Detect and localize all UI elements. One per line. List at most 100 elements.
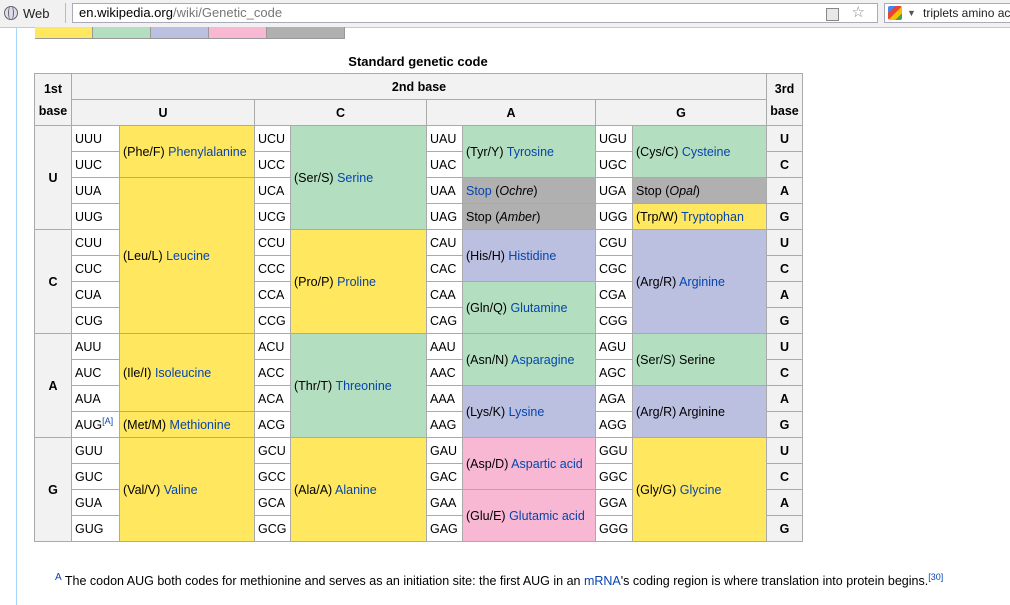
amino-link[interactable]: Leucine <box>166 248 210 263</box>
url-path: /wiki/Genetic_code <box>172 5 283 20</box>
amino-link[interactable]: Arginine <box>679 274 725 289</box>
search-query[interactable]: triplets amino ac <box>923 6 1010 20</box>
codon: UGC <box>595 151 633 178</box>
third-base: A <box>766 385 803 412</box>
codon: CUU <box>71 229 120 256</box>
codon: UCC <box>254 151 291 178</box>
codon: AAG <box>426 411 463 438</box>
amino-link[interactable]: Aspartic acid <box>511 456 583 471</box>
stop-link[interactable]: Stop <box>466 183 492 198</box>
second-base-c: C <box>254 99 427 126</box>
amino-link[interactable]: Tyrosine <box>506 144 554 159</box>
codon: AGG <box>595 411 633 438</box>
stop-ochre: Stop (Ochre) <box>462 177 596 204</box>
codon: CAC <box>426 255 463 282</box>
third-base: C <box>766 255 803 282</box>
codon: UUA <box>71 177 120 204</box>
codon: UCU <box>254 125 291 152</box>
amino-link[interactable]: Cysteine <box>681 144 731 159</box>
amino-link[interactable]: Valine <box>163 482 198 497</box>
amino-link[interactable]: Alanine <box>335 482 377 497</box>
codon: UAA <box>426 177 463 204</box>
url-host: en.wikipedia.org <box>79 5 173 20</box>
amino-acid-lys: (Lys/K) Lysine <box>462 385 596 438</box>
codon: UUC <box>71 151 120 178</box>
amino-acid-val: (Val/V) Valine <box>119 437 255 542</box>
footnote-marker[interactable]: A <box>55 572 62 583</box>
third-base: A <box>766 281 803 308</box>
codon: GAU <box>426 437 463 464</box>
amino-link[interactable]: Methionine <box>169 417 231 432</box>
first-base-a: A <box>34 333 72 438</box>
codon: AAU <box>426 333 463 360</box>
codon: UUG <box>71 203 120 230</box>
bookmark-star-icon[interactable]: ☆ <box>851 4 865 21</box>
first-base-header: 1st base <box>34 73 72 126</box>
amino-acid-tyr: (Tyr/Y) Tyrosine <box>462 125 596 178</box>
amino-acid-pro: (Pro/P) Proline <box>290 229 427 334</box>
codon: GUU <box>71 437 120 464</box>
codon: CGU <box>595 229 633 256</box>
codon: UGA <box>595 177 633 204</box>
stop-opal: Stop (Opal) <box>632 177 767 204</box>
third-base: G <box>766 411 803 438</box>
codon: CUG <box>71 307 120 334</box>
codon: CCU <box>254 229 291 256</box>
amino-acid-cys: (Cys/C) Cysteine <box>632 125 767 178</box>
codon: UGG <box>595 203 633 230</box>
codon: AAA <box>426 385 463 412</box>
amino-link[interactable]: Histidine <box>508 248 557 263</box>
codon: CCA <box>254 281 291 308</box>
third-base: U <box>766 437 803 464</box>
google-icon[interactable] <box>888 6 902 20</box>
third-base: G <box>766 203 803 230</box>
search-box[interactable]: ▼ triplets amino ac <box>884 3 1010 23</box>
codon: GGC <box>595 463 633 490</box>
amino-link[interactable]: Asparagine <box>511 352 575 367</box>
third-base: A <box>766 177 803 204</box>
amino-link[interactable]: Threonine <box>335 378 392 393</box>
codon: ACA <box>254 385 291 412</box>
amino-acid-ser-2: (Ser/S) Serine <box>632 333 767 386</box>
codon: GGG <box>595 515 633 542</box>
amino-link[interactable]: Phenylalanine <box>168 144 247 159</box>
codon: CCC <box>254 255 291 282</box>
amino-acid-gln: (Gln/Q) Glutamine <box>462 281 596 334</box>
globe-icon <box>4 6 18 20</box>
first-base-c: C <box>34 229 72 334</box>
address-bar[interactable]: en.wikipedia.org/wiki/Genetic_code ☆ <box>72 3 878 23</box>
amino-acid-ile: (Ile/I) Isoleucine <box>119 333 255 412</box>
amino-link[interactable]: Isoleucine <box>154 365 212 380</box>
web-chip[interactable]: Web <box>4 4 50 22</box>
chevron-down-icon[interactable]: ▼ <box>907 8 916 18</box>
third-base: C <box>766 359 803 386</box>
amino-link[interactable]: Proline <box>337 274 376 289</box>
amino-acid-ser: (Ser/S) Serine <box>290 125 427 230</box>
aug-note-link[interactable]: [A] <box>102 416 114 427</box>
amino-link[interactable]: Glutamine <box>510 300 568 315</box>
reference-link[interactable]: [30] <box>928 572 944 582</box>
codon: GCC <box>254 463 291 490</box>
codon: GAC <box>426 463 463 490</box>
genetic-code-table: 1st base 2nd base 3rd base U C A G U UUU… <box>34 73 803 542</box>
third-base-header: 3rd base <box>766 73 803 126</box>
legend-swatch <box>151 27 209 38</box>
codon: GUC <box>71 463 120 490</box>
codon: GAG <box>426 515 463 542</box>
codon: UGU <box>595 125 633 152</box>
amino-link[interactable]: Glycine <box>679 482 722 497</box>
rss-icon[interactable] <box>826 8 839 21</box>
amino-link[interactable]: Tryptophan <box>681 209 744 224</box>
codon: AUA <box>71 385 120 412</box>
codon: UAU <box>426 125 463 152</box>
amino-acid-his: (His/H) Histidine <box>462 229 596 282</box>
mrna-link[interactable]: mRNA <box>583 574 621 589</box>
amino-link[interactable]: Lysine <box>508 404 545 419</box>
codon: CAA <box>426 281 463 308</box>
amino-link[interactable]: Serine <box>337 170 374 185</box>
toolbar-divider <box>65 3 66 23</box>
amino-link[interactable]: Glutamic acid <box>509 508 585 523</box>
legend-swatch <box>267 27 345 38</box>
codon: CUA <box>71 281 120 308</box>
codon: GCA <box>254 489 291 516</box>
